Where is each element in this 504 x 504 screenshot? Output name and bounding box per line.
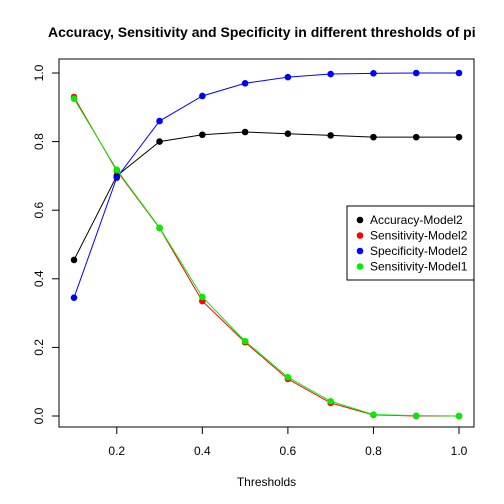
data-point	[412, 412, 420, 419]
legend-marker	[356, 216, 364, 224]
series-2	[70, 69, 463, 301]
data-point	[241, 337, 249, 345]
y-axis: 0.0 0.2 0.4 0.6 0.8 1.0	[32, 64, 60, 424]
series-0	[70, 128, 463, 264]
series-3	[70, 95, 463, 420]
y-tick-label: 0.0	[32, 407, 46, 424]
data-point	[370, 70, 377, 77]
data-point	[70, 256, 78, 264]
series-line	[73, 131, 459, 261]
chart-title: Accuracy, Sensitivity and Specificity in…	[48, 24, 476, 40]
data-point	[241, 79, 249, 87]
data-point	[284, 373, 292, 381]
y-tick-label: 0.8	[32, 133, 46, 150]
data-point	[284, 130, 292, 138]
data-point	[455, 412, 463, 420]
data-point	[199, 131, 206, 139]
data-point	[70, 294, 78, 301]
data-point	[370, 411, 377, 418]
data-point	[455, 69, 463, 77]
x-tick-label: 1.0	[451, 444, 468, 458]
legend-label: Sensitivity-Model1	[370, 260, 468, 274]
data-point	[327, 397, 334, 405]
y-tick-label: 0.2	[32, 339, 46, 356]
legend: Accuracy-Model2 Sensitivity-Model2Specifi…	[346, 205, 475, 281]
data-point	[70, 95, 78, 103]
y-tick-label: 0.4	[32, 270, 46, 287]
data-point	[156, 138, 163, 145]
y-tick-label: 1.0	[32, 64, 46, 81]
data-point	[370, 133, 377, 141]
data-point	[327, 132, 334, 139]
legend-label: Sensitivity-Model2	[370, 229, 468, 243]
data-point	[199, 92, 206, 100]
y-tick-label: 0.6	[32, 202, 46, 219]
data-point	[284, 73, 292, 81]
data-point	[156, 117, 163, 125]
series-layer	[70, 69, 463, 420]
data-point	[412, 133, 420, 141]
data-point	[156, 224, 163, 231]
legend-marker	[356, 263, 364, 270]
data-point	[199, 293, 206, 301]
x-tick-label: 0.2	[108, 444, 125, 458]
series-line	[73, 72, 459, 298]
data-point	[113, 174, 121, 181]
data-point	[455, 133, 463, 141]
x-axis: 0.2 0.4 0.6 0.8 1.0	[108, 426, 468, 458]
x-tick-label: 0.6	[280, 444, 297, 458]
x-tick-label: 0.8	[365, 444, 382, 458]
legend-label: Accuracy-Model2	[370, 213, 463, 227]
data-point	[412, 69, 420, 77]
legend-marker	[356, 232, 364, 239]
x-tick-label: 0.4	[194, 444, 211, 458]
data-point	[327, 70, 334, 78]
data-point	[113, 166, 121, 174]
legend-marker	[356, 247, 364, 255]
series-line	[73, 98, 460, 417]
x-axis-label: Thresholds	[237, 475, 296, 489]
legend-label: Specificity-Model2	[370, 244, 468, 258]
legend-box	[346, 205, 475, 281]
data-point	[241, 128, 249, 136]
